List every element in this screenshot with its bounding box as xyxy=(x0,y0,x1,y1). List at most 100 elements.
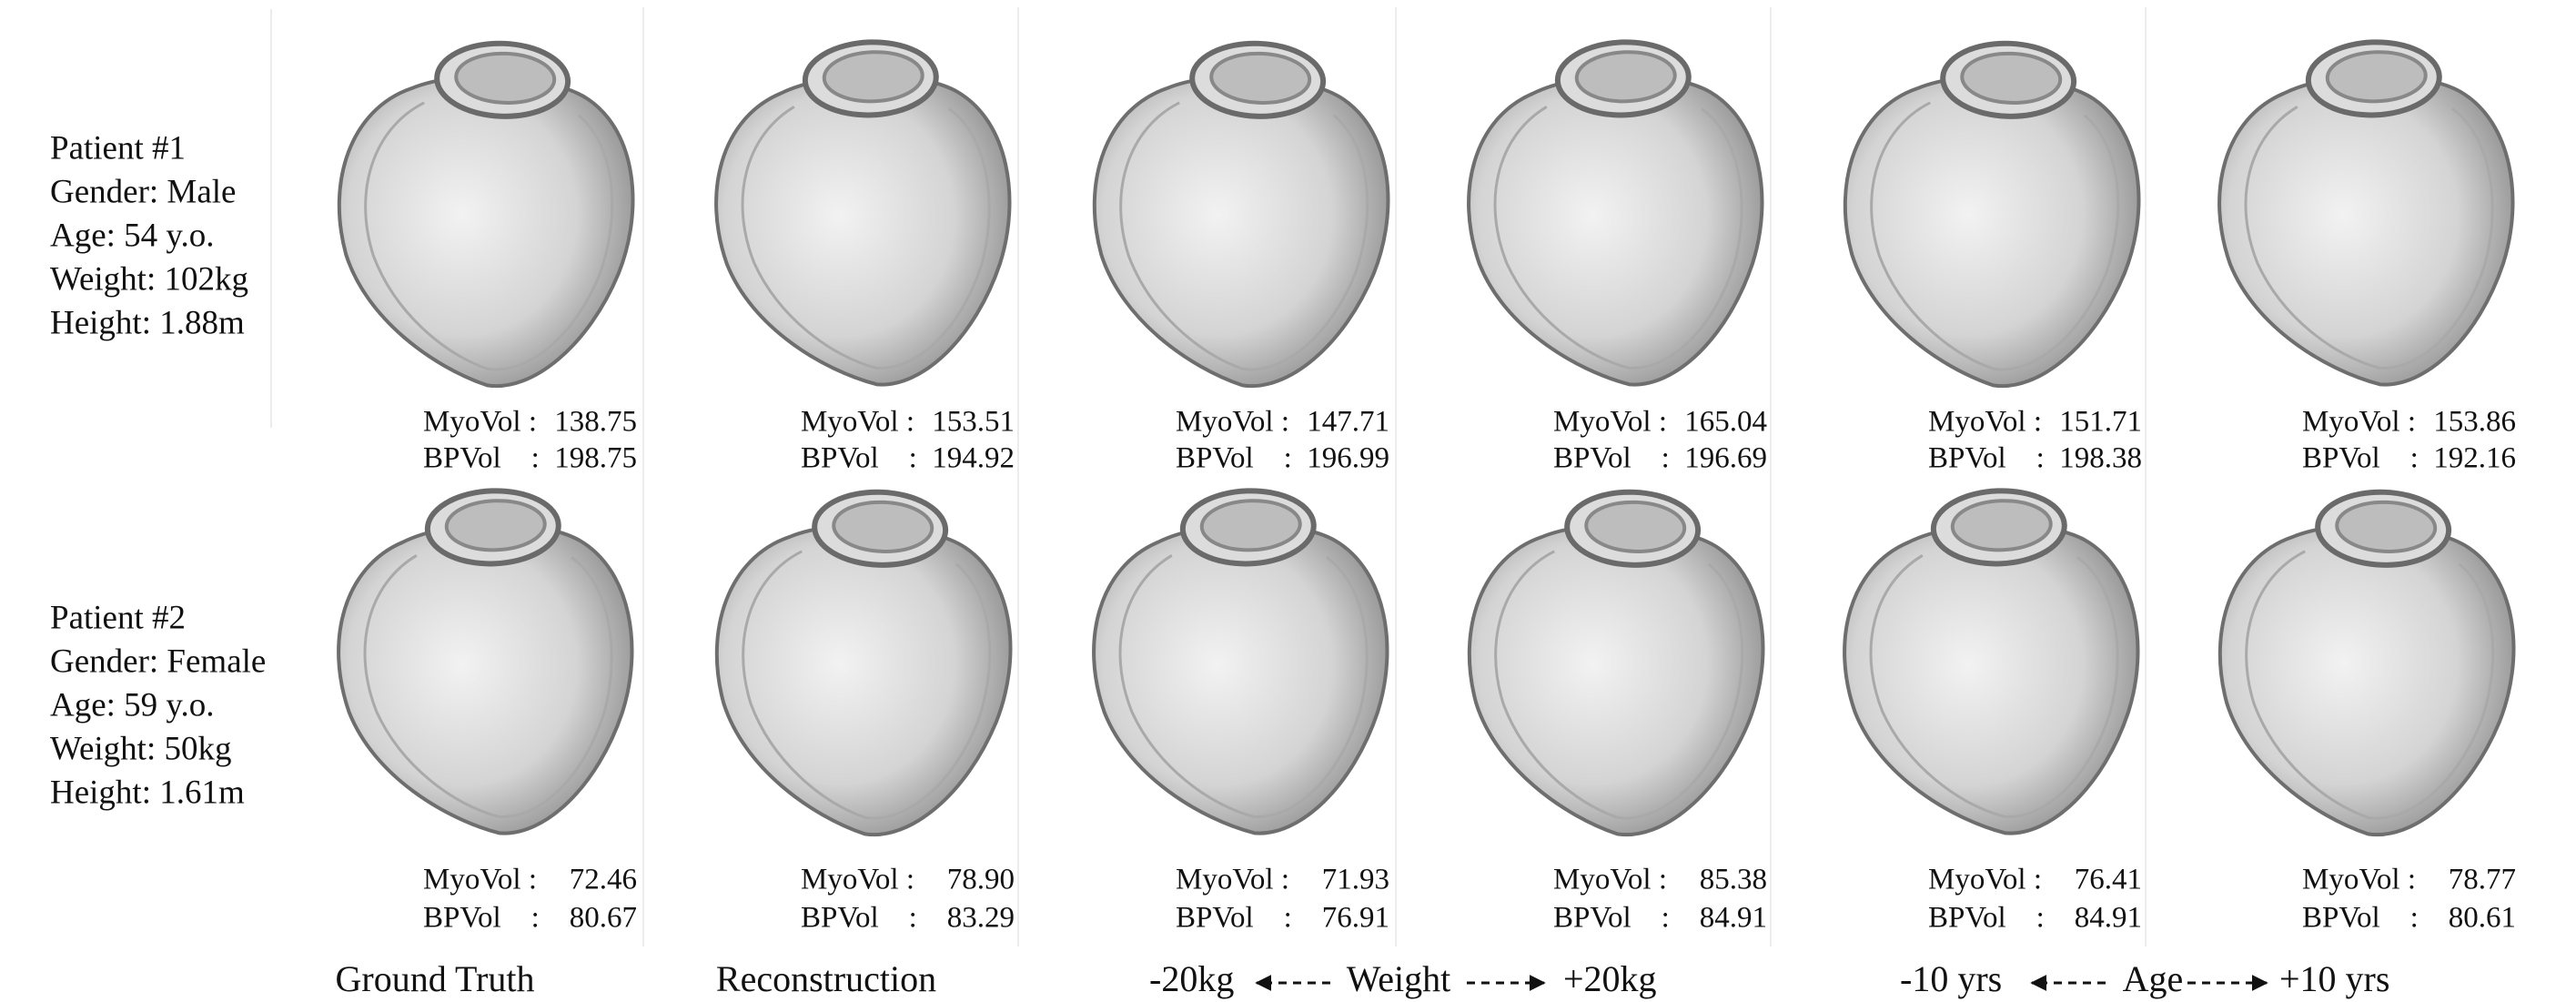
myovol-label: MyoVol : xyxy=(423,864,537,896)
heart-model xyxy=(333,38,638,390)
myovol-label: MyoVol : xyxy=(1553,864,1667,896)
heart-body xyxy=(334,520,638,839)
heart-body xyxy=(1089,520,1393,839)
heart-body xyxy=(2214,520,2518,839)
myovol-label: MyoVol : xyxy=(2302,406,2416,439)
heart-body xyxy=(1464,71,1768,390)
bpvol-label: BPVol : xyxy=(1928,442,2045,475)
myovol-label: MyoVol : xyxy=(1176,406,1289,439)
bpvol-value: 198.75 xyxy=(554,442,637,475)
patient-info: Height: 1.88m xyxy=(50,304,245,341)
heart-model xyxy=(1088,38,1393,390)
heart-model xyxy=(333,486,638,838)
myovol-value: 153.86 xyxy=(2433,406,2516,439)
heart-ring-inner xyxy=(1576,50,1676,103)
bpvol-label: BPVol : xyxy=(1176,902,1292,935)
column-label: Reconstruction xyxy=(716,958,936,999)
bpvol-value: 196.99 xyxy=(1307,442,1389,475)
myovol-value: 138.75 xyxy=(554,406,637,439)
bpvol-label: BPVol : xyxy=(423,442,540,475)
bpvol-label: BPVol : xyxy=(801,442,917,475)
bpvol-value: 196.69 xyxy=(1684,442,1767,475)
heart-ring-inner xyxy=(1201,499,1301,552)
heart-ring-inner xyxy=(1961,52,2061,105)
myovol-label: MyoVol : xyxy=(1928,406,2042,439)
column-label: Ground Truth xyxy=(336,958,535,999)
bpvol-value: 192.16 xyxy=(2433,442,2516,475)
heart-ring-inner xyxy=(1210,52,1310,105)
myovol-value: 71.93 xyxy=(1322,864,1389,896)
heart-model xyxy=(1463,37,1768,390)
heart-body xyxy=(1839,71,2143,390)
heart-body xyxy=(1463,520,1767,839)
figure: Patient #1Gender: MaleAge: 54 y.o.Weight… xyxy=(0,0,2576,1002)
patient-info: Gender: Female xyxy=(50,643,266,680)
bpvol-value: 84.91 xyxy=(1700,902,1767,935)
bpvol-label: BPVol : xyxy=(423,902,540,935)
myovol-label: MyoVol : xyxy=(423,406,537,439)
bpvol-label: BPVol : xyxy=(1553,442,1670,475)
heart-model xyxy=(1839,38,2144,390)
range-plus: +10 yrs xyxy=(2279,958,2389,999)
range-minus: -10 yrs xyxy=(1900,958,2002,999)
patient-info: Age: 59 y.o. xyxy=(50,686,215,724)
heart-model xyxy=(1088,486,1393,838)
bpvol-label: BPVol : xyxy=(1553,902,1670,935)
heart-ring-inner xyxy=(1952,499,2052,552)
patient-info: Gender: Male xyxy=(50,173,236,210)
bpvol-value: 198.38 xyxy=(2059,442,2142,475)
heart-model xyxy=(2214,487,2519,839)
myovol-label: MyoVol : xyxy=(1176,864,1289,896)
bpvol-value: 80.67 xyxy=(570,902,637,935)
myovol-value: 153.51 xyxy=(932,406,1015,439)
heart-model xyxy=(1463,487,1768,839)
bpvol-label: BPVol : xyxy=(2302,902,2419,935)
bpvol-label: BPVol : xyxy=(2302,442,2419,475)
patient-info: Patient #2 xyxy=(50,599,186,636)
heart-body xyxy=(1088,71,1392,390)
patient-info: Height: 1.61m xyxy=(50,774,245,811)
myovol-value: 151.71 xyxy=(2059,406,2142,439)
heart-body xyxy=(712,71,1015,390)
patient-info: Age: 54 y.o. xyxy=(50,217,215,254)
heart-ring-inner xyxy=(833,501,933,553)
myovol-value: 165.04 xyxy=(1684,406,1767,439)
myovol-label: MyoVol : xyxy=(1928,864,2042,896)
range-name: Age xyxy=(2123,958,2184,999)
myovol-value: 78.90 xyxy=(947,864,1015,896)
myovol-value: 72.46 xyxy=(570,864,637,896)
bpvol-value: 84.91 xyxy=(2075,902,2142,935)
heart-model xyxy=(1839,486,2144,838)
bpvol-label: BPVol : xyxy=(1928,902,2045,935)
myovol-value: 147.71 xyxy=(1307,406,1389,439)
range-plus: +20kg xyxy=(1563,958,1657,999)
heart-ring-inner xyxy=(823,50,924,103)
heart-body xyxy=(711,520,1015,839)
heart-model xyxy=(2214,37,2519,390)
bpvol-label: BPVol : xyxy=(1176,442,1292,475)
heart-ring-inner xyxy=(1585,501,1685,553)
bpvol-label: BPVol : xyxy=(801,902,917,935)
bpvol-value: 83.29 xyxy=(947,902,1015,935)
myovol-value: 76.41 xyxy=(2075,864,2142,896)
myovol-label: MyoVol : xyxy=(801,406,914,439)
heart-ring-inner xyxy=(2327,50,2427,103)
bpvol-value: 76.91 xyxy=(1322,902,1389,935)
range-name: Weight xyxy=(1347,958,1451,999)
bpvol-value: 194.92 xyxy=(932,442,1015,475)
myovol-label: MyoVol : xyxy=(2302,864,2416,896)
page: Patient #1Gender: MaleAge: 54 y.o.Weight… xyxy=(0,0,2576,1002)
heart-body xyxy=(2215,71,2519,390)
heart-ring-inner xyxy=(446,499,546,552)
heart-model xyxy=(711,37,1015,390)
bpvol-value: 80.61 xyxy=(2449,902,2516,935)
range-minus: -20kg xyxy=(1149,958,1234,999)
myovol-value: 85.38 xyxy=(1700,864,1767,896)
myovol-label: MyoVol : xyxy=(801,864,914,896)
heart-body xyxy=(333,71,637,390)
heart-ring-inner xyxy=(455,52,555,105)
patient-info: Weight: 102kg xyxy=(50,260,248,298)
heart-ring-inner xyxy=(2336,501,2436,553)
heart-model xyxy=(711,487,1015,839)
myovol-value: 78.77 xyxy=(2449,864,2516,896)
